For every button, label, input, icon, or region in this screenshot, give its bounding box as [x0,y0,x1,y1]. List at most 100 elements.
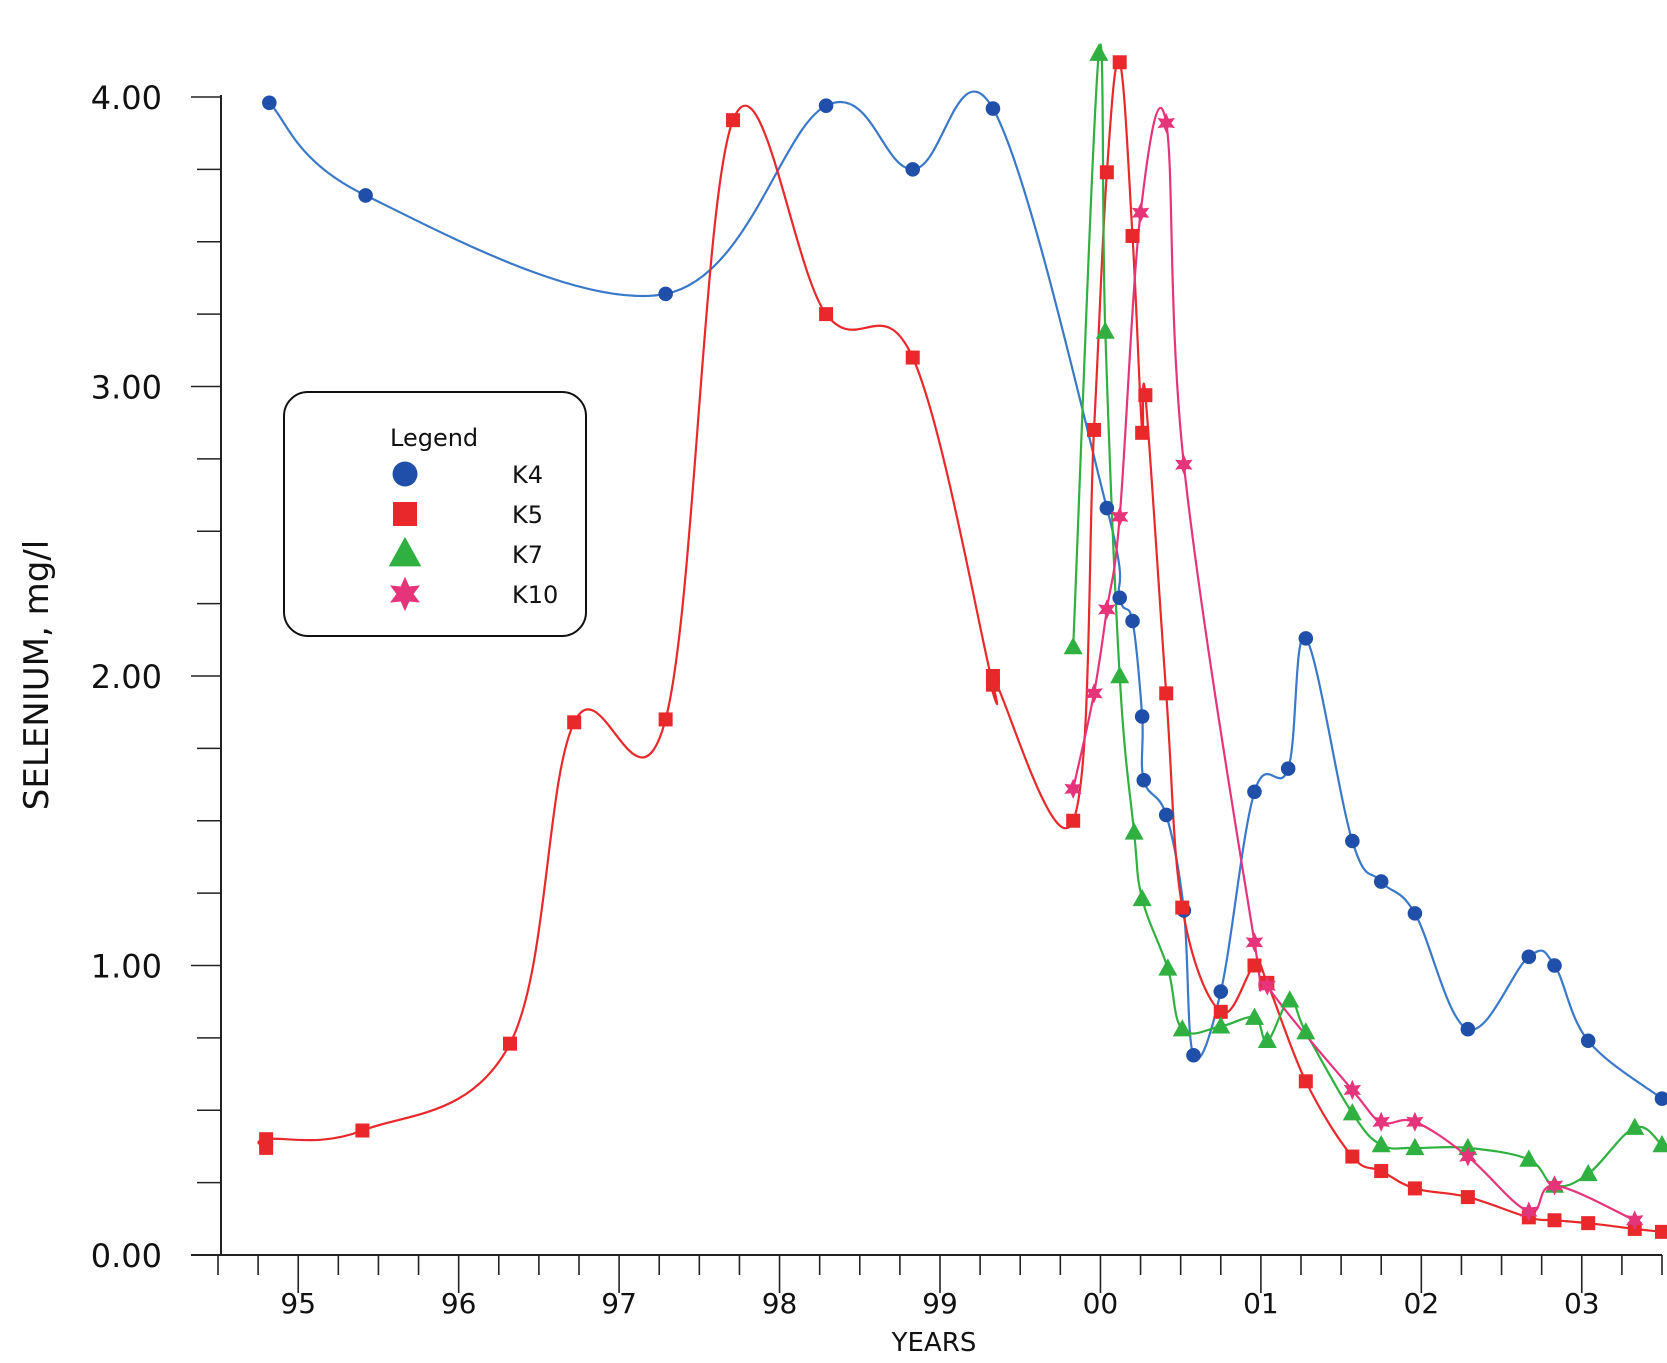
data-point-k4 [1654,1091,1667,1106]
legend-label-k7: K7 [512,541,543,569]
data-point-k7 [1458,1137,1478,1156]
series-lines [257,43,1660,1233]
data-point-k7 [1132,888,1152,907]
y-tick-label: 3.00 [91,369,162,407]
data-point-k7 [1095,321,1115,339]
data-point-k7 [1280,990,1300,1008]
data-point-k4 [358,188,373,203]
data-point-k10 [1372,1111,1390,1132]
x-axis-title: YEARS [891,1328,977,1358]
data-point-k7 [1089,43,1109,61]
data-point-k4 [1099,500,1115,516]
data-point-k7 [1063,637,1083,655]
data-point-k10 [1131,202,1150,223]
x-tick-label: 96 [441,1287,477,1320]
data-point-k7 [1652,1135,1667,1153]
data-point-k4 [1112,590,1127,606]
data-point-k5 [819,307,834,322]
data-point-k10 [1064,778,1082,799]
legend-marker-k10 [390,576,420,612]
x-tick-label: 97 [601,1287,637,1320]
legend: Legend K4 K5 K7 K10 [283,391,587,637]
data-point-k10 [1626,1210,1644,1231]
legend-marker-k5 [393,502,417,526]
legend-label-k5: K5 [512,501,543,529]
data-point-k4 [1125,613,1140,629]
data-point-k10 [1258,975,1276,996]
data-point-k4 [1158,807,1174,823]
data-point-k4 [1580,1033,1596,1049]
data-point-k10 [1343,1079,1362,1101]
data-point-k4 [1407,906,1423,921]
data-point-k10 [1459,1146,1477,1167]
data-point-k5 [1099,165,1114,180]
data-point-k10 [1085,683,1103,704]
x-tick-label: 99 [922,1287,958,1320]
data-point-k4 [1186,1047,1201,1063]
data-point-k4 [1460,1021,1476,1037]
data-point-k4 [1345,833,1360,849]
data-point-k10 [1520,1201,1538,1222]
data-point-k7 [1578,1163,1598,1182]
data-point-k10 [1098,599,1116,620]
x-tick-label: 95 [280,1287,316,1320]
legend-box [283,391,587,637]
data-point-k5 [1298,1074,1313,1089]
data-point-k4 [1521,949,1537,965]
data-point-k5 [1159,686,1174,701]
data-point-k4 [1298,631,1314,646]
data-point-k4 [658,286,673,302]
data-point-k7 [1172,1019,1192,1037]
legend-label-k4: K4 [512,461,543,489]
series-markers [259,43,1667,1239]
data-point-k4 [1247,784,1262,800]
data-point-k5 [259,1132,274,1147]
data-point-k5 [1138,388,1153,403]
data-point-k7 [1211,1016,1231,1034]
legend-marker-k7 [388,536,422,567]
data-point-k5 [905,350,920,365]
data-point-k5 [503,1036,518,1051]
data-point-k5 [355,1123,370,1138]
data-point-k10 [1245,932,1264,953]
y-tick-label: 4.00 [91,79,162,117]
data-point-k5 [1547,1213,1562,1228]
data-point-k4 [818,98,834,113]
data-point-k4 [1213,984,1229,999]
data-point-k5 [1112,55,1127,70]
data-point-k4 [1136,772,1152,788]
data-point-k7 [1342,1103,1362,1121]
data-point-k7 [1244,1007,1264,1025]
data-point-k5 [1581,1216,1596,1231]
legend-items: K4 K5 K7 K10 [388,461,558,612]
data-point-k7 [1371,1135,1391,1153]
data-point-k7 [1625,1117,1645,1135]
data-point-k4 [1547,958,1562,973]
series-line-k7 [1072,43,1660,1188]
data-point-k5 [985,669,1000,683]
data-point-k4 [985,101,1001,116]
data-point-k4 [1373,874,1389,889]
data-point-k5 [1087,422,1102,437]
data-point-k5 [1374,1164,1389,1179]
x-tick-label: 98 [762,1287,798,1320]
series-line-k5 [257,59,1660,1233]
x-tick-label: 02 [1404,1287,1440,1320]
data-point-k10 [1545,1175,1564,1196]
x-tick-label: 03 [1564,1287,1600,1320]
axis-labels: SELENIUM, mg/l YEARS [17,540,976,1358]
data-point-k10 [1157,113,1175,134]
data-point-k4 [905,162,921,177]
data-point-k5 [1460,1190,1475,1205]
data-point-k7 [1110,666,1130,684]
data-point-k5 [1407,1181,1422,1196]
series-line-k4 [268,90,1660,1099]
data-point-k7 [1405,1137,1425,1156]
data-point-k10 [1111,506,1129,527]
data-point-k7 [1296,1022,1316,1040]
data-point-k5 [1125,228,1140,243]
data-point-k7 [1257,1030,1277,1049]
data-point-k5 [1213,1004,1228,1019]
x-tick-label: 00 [1083,1287,1119,1320]
